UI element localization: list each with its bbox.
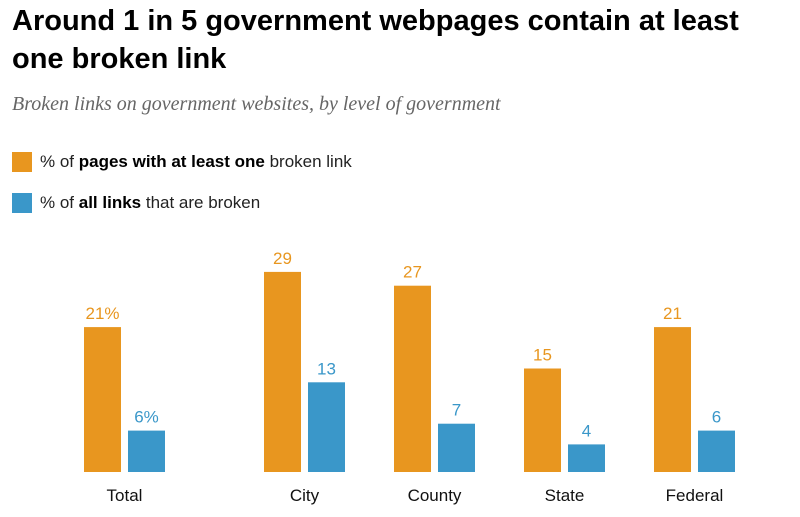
category-label-county: County [408,486,462,505]
bar-city-links [308,382,345,472]
chart-title-line-2: one broken link [12,43,227,75]
legend-label-pages-suffix: broken link [264,152,352,171]
legend-label-pages-prefix: % of [40,152,79,171]
chart-subtitle: Broken links on government websites, by … [12,93,501,115]
chart-title: Around 1 in 5 government webpages contai… [12,2,792,78]
legend-label-links-emphasis: all links [78,193,142,212]
legend-label-pages: % of pages with at least one broken link [40,152,352,172]
category-label-city: City [290,486,320,505]
bar-total-pages [84,327,121,472]
legend-swatch-links [12,193,32,213]
data-label-total-links: 6% [134,408,159,427]
data-label-city-pages: 29 [273,249,292,268]
legend-item-pages: % of pages with at least one broken link [12,150,352,174]
data-label-county-pages: 27 [403,263,422,282]
legend-swatch-pages [12,152,32,172]
data-label-state-links: 4 [582,421,591,440]
legend-label-links-suffix: that are broken [141,193,261,212]
category-label-total: Total [107,486,143,505]
bar-chart: 21% 6% Total 29 13 City 27 7 County 15 4 State 21 6 Fe… [84,249,735,505]
legend-label-links-prefix: % of [40,193,79,212]
category-label-state: State [545,486,585,505]
bar-state-links [568,444,605,472]
data-label-federal-links: 6 [712,408,721,427]
bar-county-links [438,423,475,472]
bar-state-pages [524,368,561,472]
data-label-federal-pages: 21 [663,304,682,323]
legend-item-links: % of all links that are broken [12,191,260,215]
category-label-federal: Federal [666,486,724,505]
bar-federal-links [698,430,735,472]
data-label-city-links: 13 [317,359,336,378]
bar-city-pages [264,271,301,472]
bar-county-pages [394,285,431,472]
data-label-total-pages: 21% [85,304,119,323]
data-label-county-links: 7 [452,401,461,420]
chart-title-line-1: Around 1 in 5 government webpages contai… [12,5,739,37]
legend-label-links: % of all links that are broken [40,193,260,213]
bar-total-links [128,430,165,472]
data-label-state-pages: 15 [533,346,552,365]
legend-label-pages-emphasis: pages with at least one [78,152,265,171]
bar-federal-pages [654,327,691,472]
